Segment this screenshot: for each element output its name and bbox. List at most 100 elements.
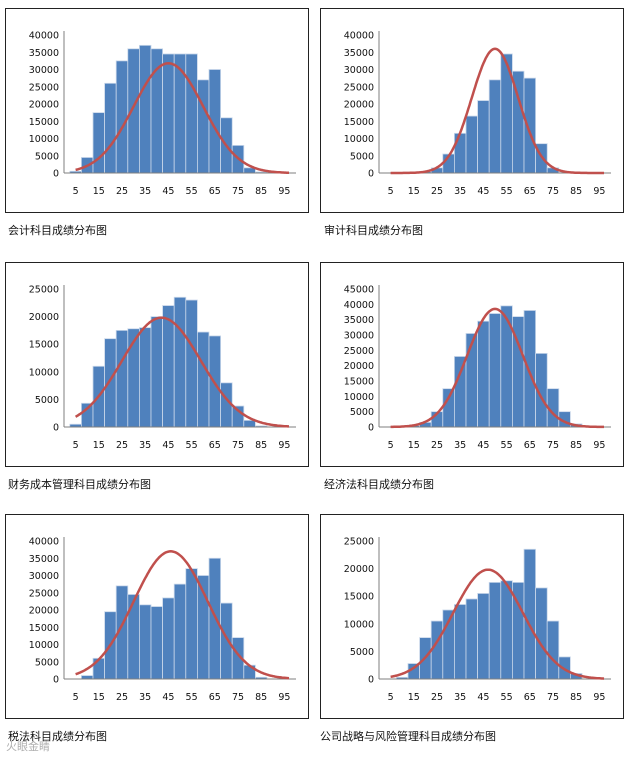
x-tick-label: 15 — [93, 186, 105, 197]
x-tick-label: 35 — [454, 440, 466, 451]
y-tick-label: 15000 — [29, 340, 59, 351]
histogram-bar — [488, 582, 502, 680]
chart-panel-strategy-risk: 0 5000 10000 15000 20000 25000 5 15 25 35 45 55 65 75… — [320, 514, 624, 719]
histogram-bar — [150, 316, 164, 428]
histogram-bar — [488, 79, 502, 174]
x-tick-label: 45 — [162, 440, 174, 451]
y-tick-label: 25000 — [344, 346, 374, 357]
histogram-bar — [127, 48, 140, 174]
x-tick-label: 85 — [570, 692, 582, 703]
normal-fit-curve — [390, 47, 604, 175]
x-tick-label: 55 — [186, 186, 198, 197]
chart-panel-accounting: 0 5000 10000 15000 20000 25000 30000 35000 40000… — [5, 8, 309, 213]
y-tick-label: 10000 — [344, 392, 374, 403]
histogram-bar — [185, 568, 198, 680]
x-tick-label: 65 — [524, 186, 536, 197]
histogram-bar — [453, 604, 467, 680]
y-tick-label: 5000 — [35, 151, 59, 162]
x-tick-label: 45 — [162, 692, 174, 703]
x-tick-label: 55 — [501, 440, 513, 451]
histogram-bar — [430, 620, 444, 680]
x-tick-label: 85 — [255, 692, 267, 703]
chart-financial-cost: 0 5000 10000 15000 20000 25000 5 15 25 35 45 55 65 75… — [29, 285, 296, 451]
histogram-bar — [138, 327, 152, 428]
histogram-bar — [138, 604, 152, 680]
histogram-bar — [173, 583, 187, 680]
x-tick-label: 5 — [388, 440, 394, 451]
x-tick-label: 25 — [116, 692, 128, 703]
histogram-bar — [162, 305, 175, 428]
y-tick-label: 20000 — [29, 312, 59, 323]
y-tick-label: 10000 — [344, 134, 374, 145]
histogram-bar — [477, 593, 490, 680]
x-tick-label: 75 — [232, 692, 244, 703]
histogram-bar — [477, 100, 490, 174]
x-tick-label: 95 — [593, 186, 605, 197]
chart-strategy-risk: 0 5000 10000 15000 20000 25000 5 15 25 35 45 55 65 75… — [344, 537, 611, 703]
y-tick-label: 45000 — [344, 285, 374, 296]
histogram-bar — [243, 419, 256, 428]
y-tick-label: 35000 — [344, 48, 374, 59]
x-tick-label: 15 — [408, 692, 420, 703]
y-tick-label: 0 — [53, 169, 59, 180]
x-tick-label: 55 — [501, 692, 513, 703]
x-tick-label: 25 — [431, 692, 443, 703]
y-tick-label: 5000 — [350, 407, 374, 418]
x-tick-label: 45 — [477, 186, 489, 197]
x-tick-label: 15 — [408, 186, 420, 197]
x-tick-label: 5 — [388, 186, 394, 197]
y-tick-label: 10000 — [29, 134, 59, 145]
chart-caption-financial-cost: 财务成本管理科目成绩分布图 — [8, 478, 151, 491]
histogram-bar — [115, 330, 129, 428]
watermark: 火眼金睛 — [6, 740, 50, 753]
y-tick-label: 5000 — [350, 151, 374, 162]
histogram-bar — [453, 132, 467, 174]
x-tick-label: 5 — [388, 692, 394, 703]
chart-panel-tax-law: 0 5000 10000 15000 20000 25000 30000 35000 40000… — [5, 514, 309, 719]
y-tick-label: 25000 — [344, 537, 374, 548]
histogram-bar — [535, 587, 548, 680]
x-tick-label: 35 — [454, 186, 466, 197]
y-tick-label: 15000 — [344, 592, 374, 603]
y-tick-label: 40000 — [344, 300, 374, 311]
histogram-bar — [104, 338, 117, 428]
x-tick-label: 45 — [477, 692, 489, 703]
y-tick-label: 10000 — [29, 640, 59, 651]
y-tick-label: 20000 — [344, 361, 374, 372]
x-tick-label: 25 — [116, 186, 128, 197]
y-tick-label: 0 — [368, 675, 374, 686]
normal-fit-curve — [390, 568, 605, 680]
x-tick-label: 55 — [501, 186, 513, 197]
x-tick-label: 75 — [232, 440, 244, 451]
y-tick-label: 35000 — [344, 315, 374, 326]
y-tick-label: 5000 — [350, 647, 374, 658]
histogram-bar — [453, 356, 467, 428]
y-tick-label: 20000 — [29, 100, 59, 111]
histogram-bar — [220, 602, 233, 680]
x-tick-label: 35 — [139, 186, 151, 197]
histogram-bar — [92, 112, 106, 174]
histogram-bar — [196, 331, 210, 428]
histogram-bar — [465, 333, 479, 428]
y-tick-label: 40000 — [29, 31, 59, 42]
y-tick-label: 20000 — [344, 100, 374, 111]
x-tick-label: 35 — [139, 440, 151, 451]
x-tick-label: 95 — [278, 440, 290, 451]
x-tick-label: 15 — [93, 440, 105, 451]
x-tick-label: 25 — [431, 440, 443, 451]
histogram-bar — [546, 620, 560, 680]
x-tick-label: 5 — [73, 692, 79, 703]
chart-panel-audit: 0 5000 10000 15000 20000 25000 30000 35000 40000… — [320, 8, 624, 213]
x-tick-label: 65 — [209, 186, 221, 197]
y-tick-label: 0 — [53, 423, 59, 434]
x-tick-label: 65 — [524, 440, 536, 451]
x-tick-label: 85 — [255, 440, 267, 451]
x-tick-label: 35 — [139, 692, 151, 703]
x-tick-label: 95 — [593, 440, 605, 451]
chart-panel-economic-law: 0 5000 10000 15000 20000 25000 30000 35000 40000… — [320, 262, 624, 467]
y-tick-label: 5000 — [35, 395, 59, 406]
y-tick-label: 30000 — [29, 65, 59, 76]
histogram-bar — [173, 296, 187, 428]
histogram-bar — [185, 53, 198, 174]
histogram-bar — [162, 597, 175, 680]
